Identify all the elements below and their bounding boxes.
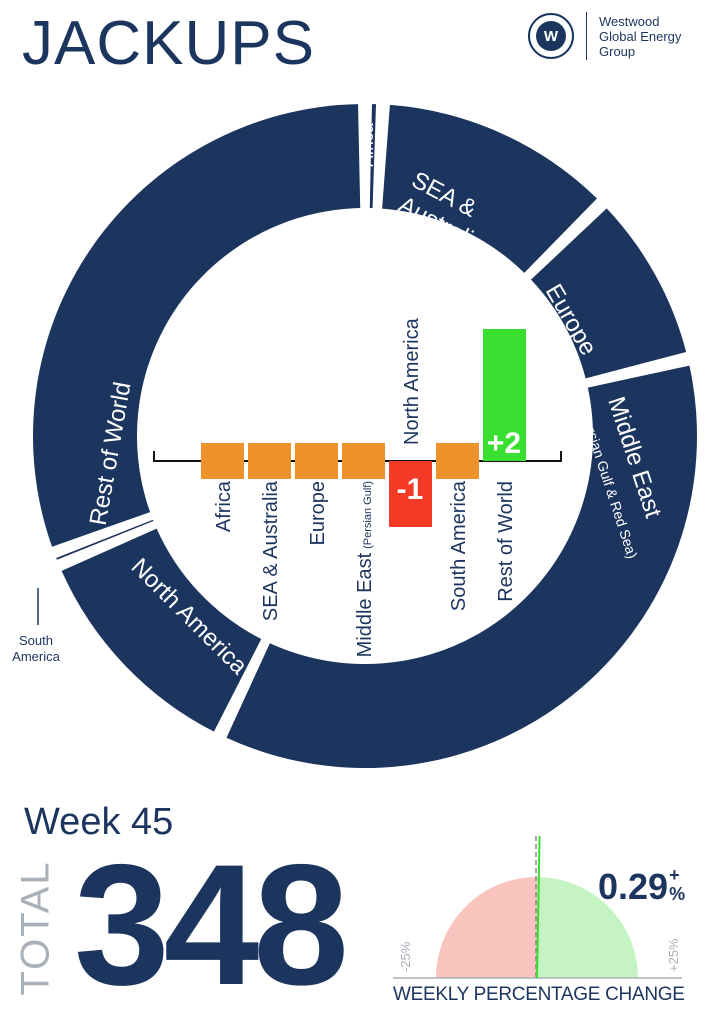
bar-category-label: Africa — [213, 480, 235, 532]
bar-category-text: SEA & Australia — [260, 480, 282, 621]
percent-change-value: 0.29 +% — [598, 866, 685, 908]
total-value: 348 — [74, 829, 349, 1021]
percent-unit: % — [669, 884, 686, 904]
donut-slice-sea- — [382, 104, 597, 273]
gauge-positive-half — [537, 877, 638, 978]
page-title: JACKUPS — [22, 9, 315, 78]
bar-rest-of-world — [483, 329, 526, 461]
bar-data-label: -1 — [397, 473, 424, 506]
bar-category-sub: (Persian Gulf) — [362, 481, 374, 549]
bar-category-label: Rest of World — [495, 481, 517, 602]
bar-north-america — [389, 461, 432, 527]
bar-south-america — [436, 443, 479, 479]
bar-category-main: Middle East — [354, 552, 376, 657]
donut-slice-rest-of-world — [32, 104, 361, 547]
logo-mark: W — [536, 21, 566, 51]
logo-divider — [586, 12, 587, 60]
bar-category-label: South America — [448, 480, 470, 611]
slice-label-text: Africa — [358, 123, 377, 167]
gauge-min-label: -25% — [398, 941, 413, 972]
percent-sign-unit: +% — [669, 866, 685, 904]
bar-middle-east — [342, 443, 385, 479]
bar-africa — [201, 443, 244, 479]
bar-europe — [295, 443, 338, 479]
gauge-negative-half — [436, 877, 537, 978]
bar-sea-australia — [248, 443, 291, 479]
bar-category-text: Africa — [213, 480, 235, 532]
gauge-title: WEEKLY PERCENTAGE CHANGE — [393, 984, 685, 1005]
gauge-needle — [536, 836, 541, 979]
bar-category-label: Middle East (Persian Gulf) — [354, 481, 376, 657]
bar-category-text: North America — [401, 317, 423, 445]
bar-data-label: +2 — [487, 427, 521, 460]
westwood-logo: W Westwood Global Energy Group — [528, 12, 689, 60]
slice-label-0: Africa — [358, 123, 377, 167]
bar-category-label: North America — [401, 317, 423, 445]
bar-category-text: Rest of World — [495, 481, 517, 602]
week-label: Week 45 — [24, 801, 174, 843]
gauge-max-label: +25% — [666, 938, 681, 972]
total-label: TOTAL — [13, 860, 58, 996]
donut-slice-africa — [369, 104, 377, 209]
south-america-label: South America — [12, 633, 60, 664]
bar-category-text: South America — [448, 480, 470, 611]
bar-category-label: Europe — [307, 481, 329, 546]
logo-text: Westwood Global Energy Group — [599, 13, 682, 59]
donut-slice-south-america — [56, 519, 154, 560]
percent-number: 0.29 — [598, 866, 669, 907]
bar-category-text: Europe — [307, 481, 329, 546]
donut-slice-north-america — [61, 528, 262, 732]
donut-slice-europe — [530, 208, 687, 379]
south-america-label-line: America — [12, 649, 60, 664]
bar-category-label: SEA & Australia — [260, 480, 282, 621]
percent-sign: + — [669, 865, 680, 885]
donut-slice-middle-east — [226, 365, 698, 768]
south-america-label-line: South — [19, 633, 53, 648]
bar-category-text: Middle East (Persian Gulf) — [354, 481, 376, 657]
logo-mark-icon: W — [528, 13, 574, 59]
